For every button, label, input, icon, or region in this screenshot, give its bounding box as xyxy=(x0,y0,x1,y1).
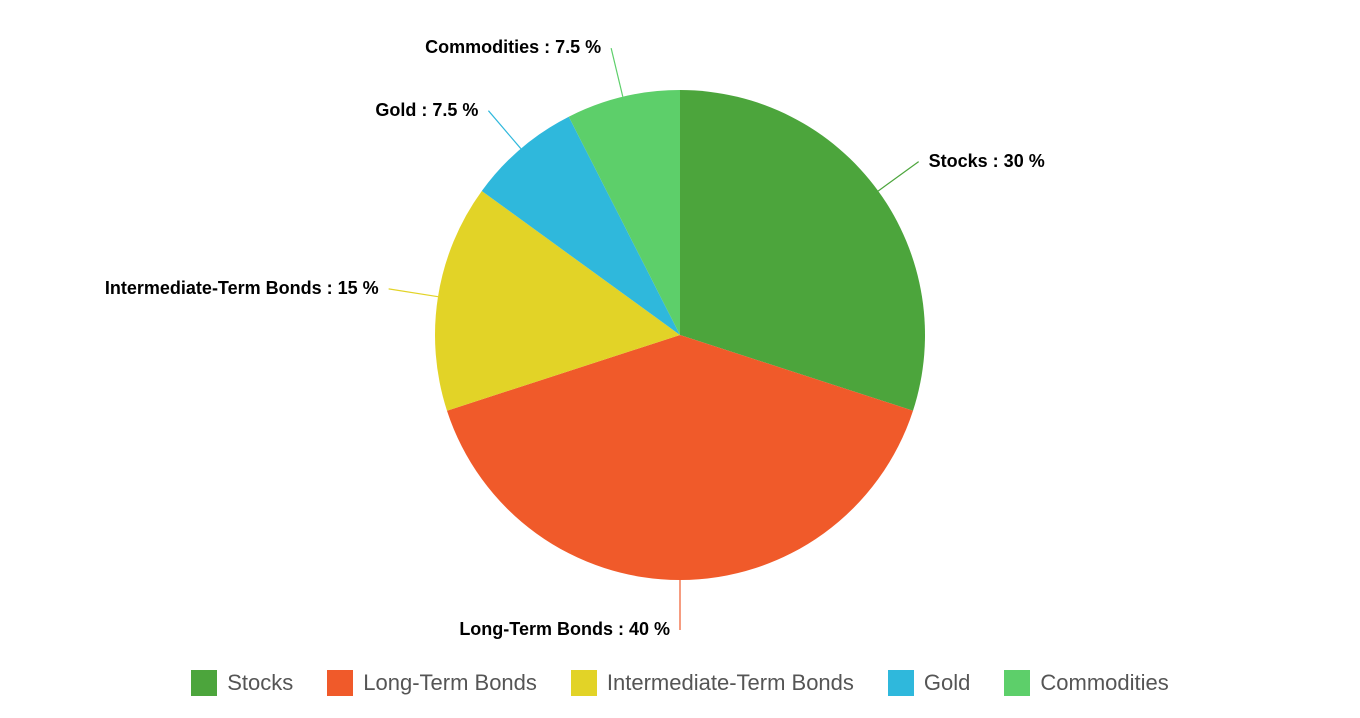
legend-item: Intermediate-Term Bonds xyxy=(571,670,854,696)
legend-item: Gold xyxy=(888,670,970,696)
legend-swatch xyxy=(571,670,597,696)
leader-line xyxy=(389,289,438,297)
slice-label: Stocks : 30 % xyxy=(929,151,1045,172)
legend-label: Intermediate-Term Bonds xyxy=(607,672,854,694)
leader-line xyxy=(878,162,918,191)
legend-swatch xyxy=(191,670,217,696)
slice-label: Gold : 7.5 % xyxy=(375,100,478,121)
legend-label: Long-Term Bonds xyxy=(363,672,537,694)
legend-swatch xyxy=(1004,670,1030,696)
chart-legend: Stocks Long-Term Bonds Intermediate-Term B… xyxy=(0,670,1360,696)
slice-label: Long-Term Bonds : 40 % xyxy=(459,619,670,640)
legend-label: Commodities xyxy=(1040,672,1168,694)
slice-label: Intermediate-Term Bonds : 15 % xyxy=(105,278,379,299)
legend-swatch xyxy=(888,670,914,696)
legend-item: Commodities xyxy=(1004,670,1168,696)
leader-line xyxy=(611,48,623,97)
legend-label: Gold xyxy=(924,672,970,694)
leader-line xyxy=(488,111,520,149)
legend-label: Stocks xyxy=(227,672,293,694)
pie-chart-container: Stocks : 30 % Long-Term Bonds : 40 % Inter… xyxy=(0,0,1360,718)
legend-swatch xyxy=(327,670,353,696)
slice-label: Commodities : 7.5 % xyxy=(425,37,601,58)
legend-item: Long-Term Bonds xyxy=(327,670,537,696)
pie-chart-svg xyxy=(0,0,1360,718)
legend-item: Stocks xyxy=(191,670,293,696)
